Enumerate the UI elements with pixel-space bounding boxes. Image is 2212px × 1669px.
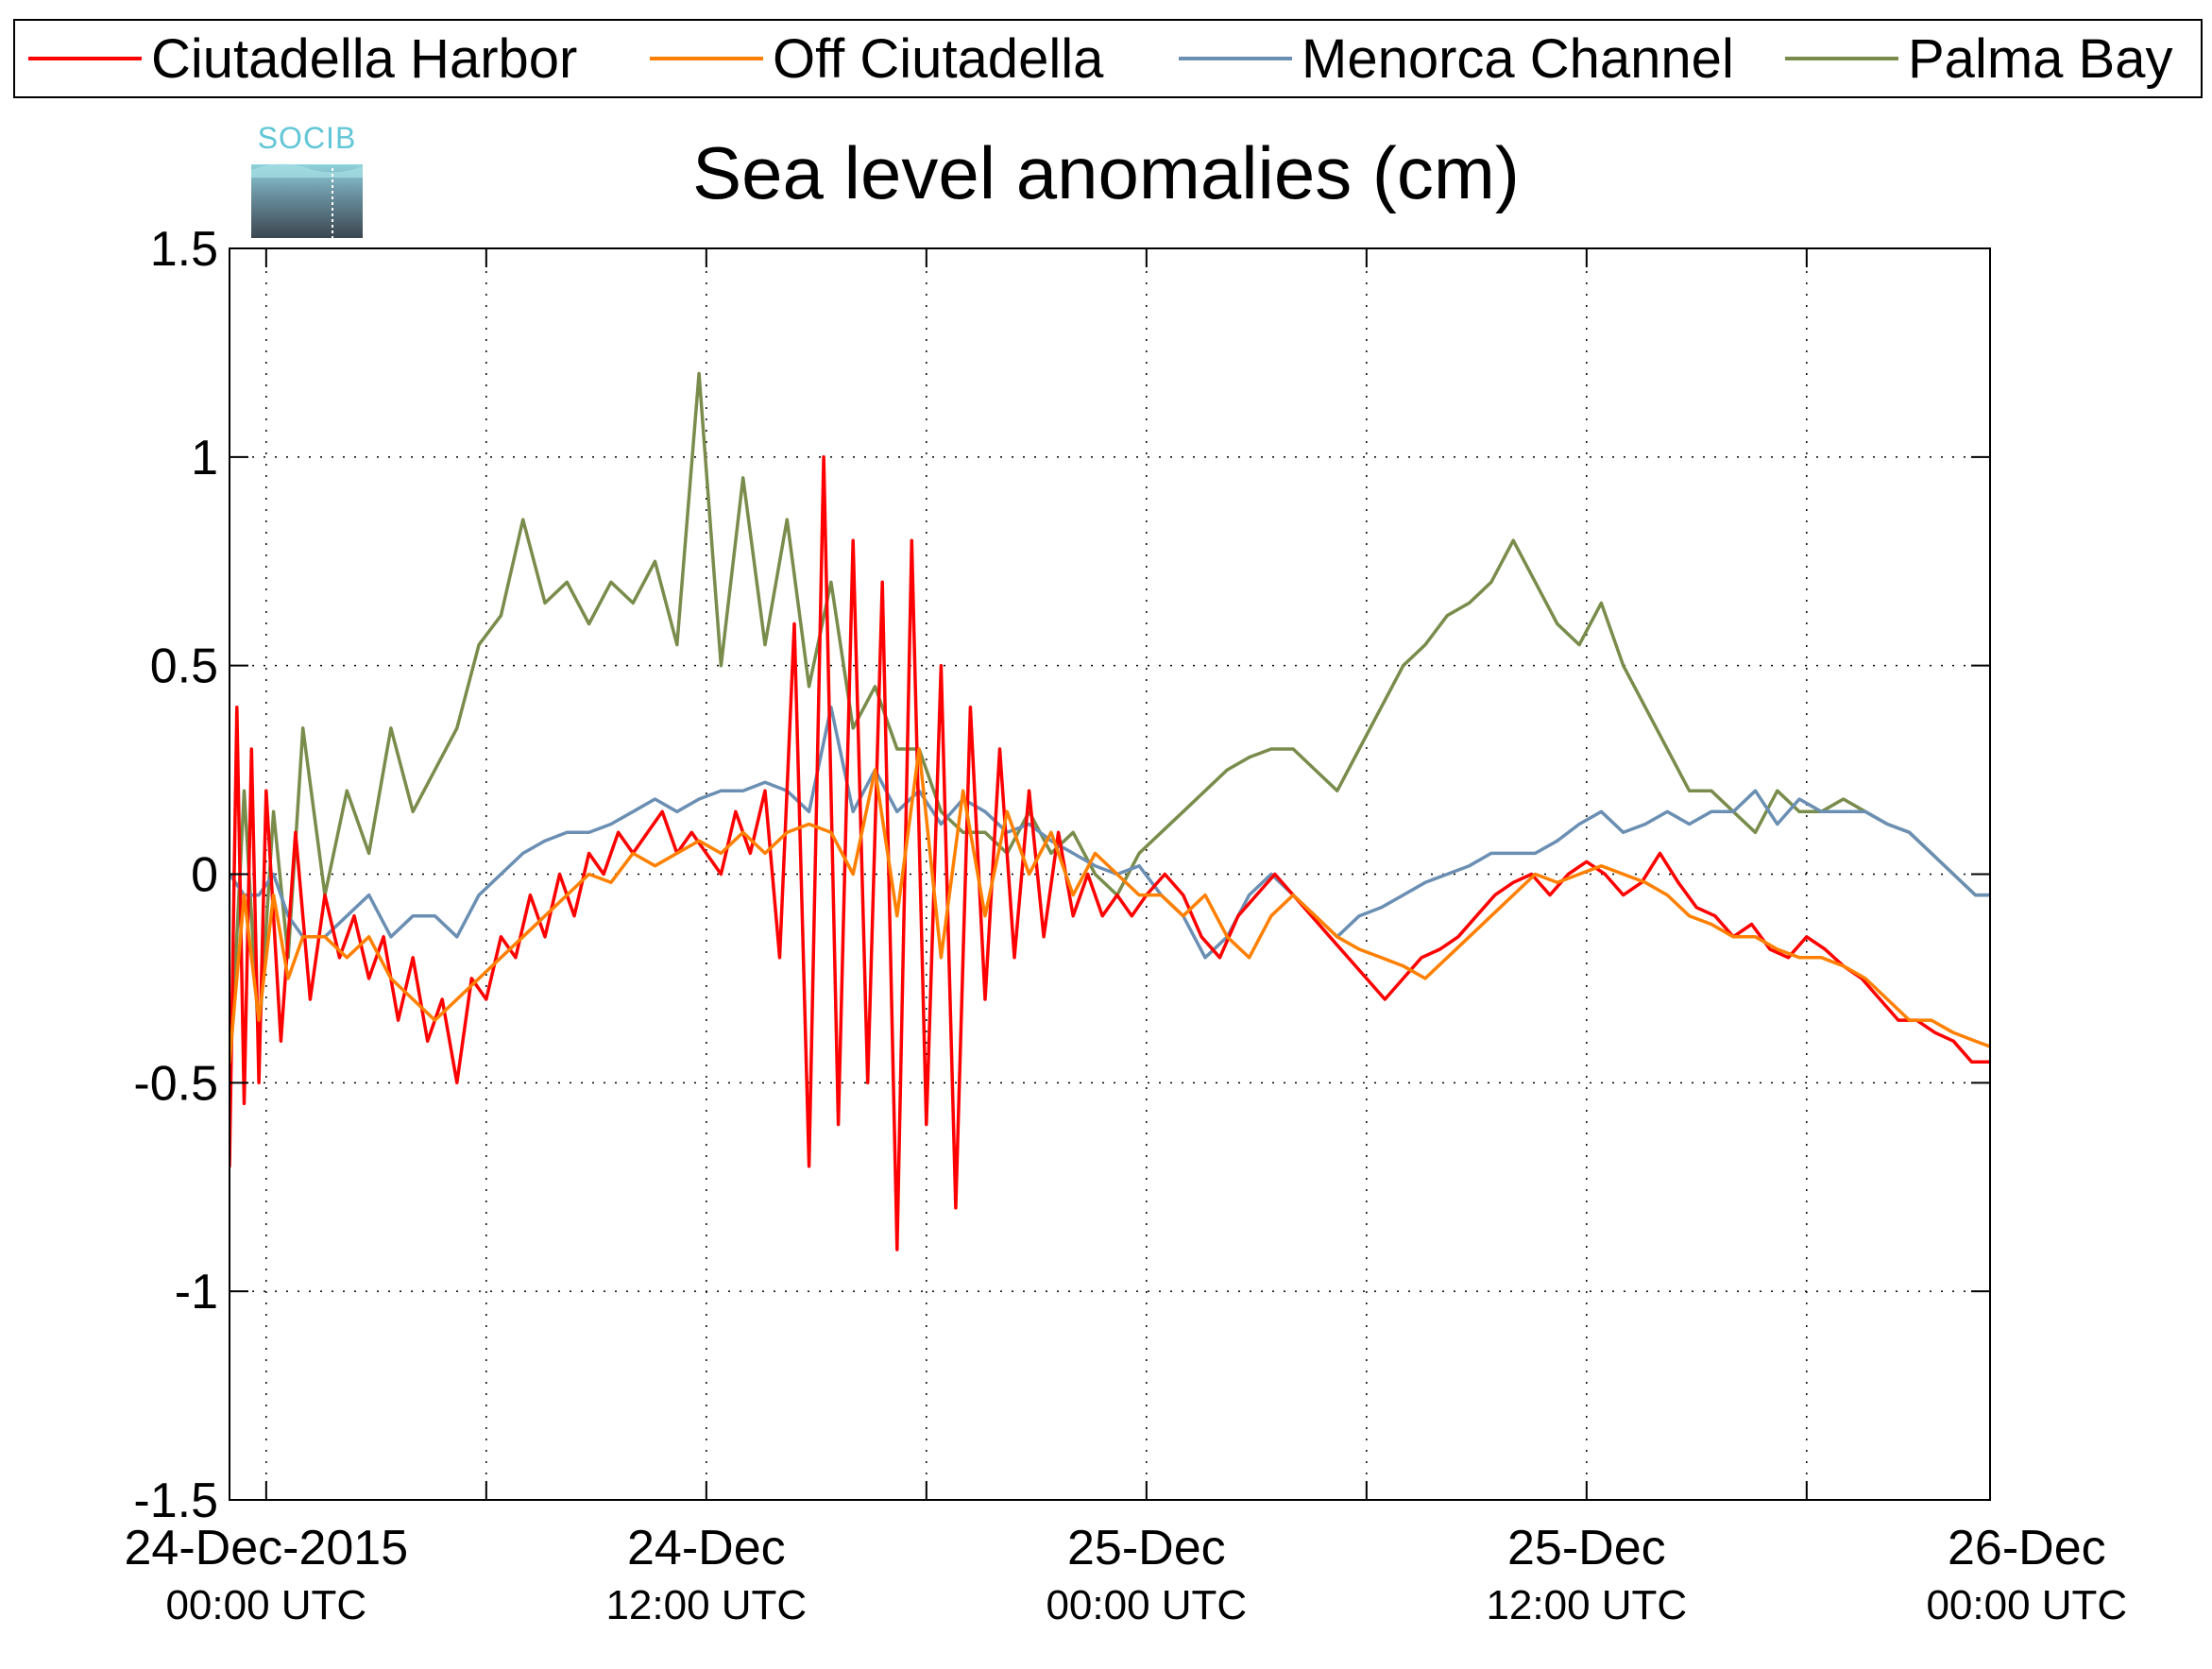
- ytick-label: -1: [175, 1265, 218, 1320]
- xtick-time-label: 00:00 UTC: [1046, 1582, 1247, 1628]
- legend-item-palma-bay: Palma Bay: [1785, 21, 2172, 96]
- legend-item-ciutadella-harbor: Ciutadella Harbor: [28, 21, 577, 96]
- xtick-time-label: 12:00 UTC: [605, 1582, 807, 1628]
- series-line-off-ciutadella: [230, 747, 1990, 1064]
- ticks: 1.5 1 0.5 0 -0.5 -1 -1.524-Dec-2015 00:00 UTC 24…: [125, 222, 2128, 1628]
- legend-label: Menorca Channel: [1302, 27, 1734, 90]
- legend-label: Off Ciutadella: [773, 27, 1104, 90]
- xtick-date-label: 24-Dec-2015: [125, 1521, 409, 1575]
- xtick-time-label: 00:00 UTC: [1926, 1582, 2127, 1628]
- legend-label: Ciutadella Harbor: [151, 27, 578, 90]
- logo-text: SOCIB: [257, 121, 357, 155]
- series-line-ciutadella-harbor: [230, 455, 1990, 1252]
- xtick-date-label: 24-Dec: [627, 1521, 786, 1575]
- xtick-date-label: 25-Dec: [1507, 1521, 1666, 1575]
- chart-title: Sea level anomalies (cm): [692, 131, 1520, 214]
- legend-swatch-off-ciutadella: [650, 57, 763, 60]
- xtick-time-label: 00:00 UTC: [165, 1582, 366, 1628]
- xtick-date-label: 25-Dec: [1067, 1521, 1226, 1575]
- xtick-date-label: 26-Dec: [1948, 1521, 2106, 1575]
- legend: Ciutadella Harbor Off Ciutadella Menorca…: [13, 19, 2203, 98]
- grid: [230, 248, 1990, 1500]
- legend-label: Palma Bay: [1908, 27, 2173, 90]
- legend-swatch-ciutadella-harbor: [28, 57, 142, 60]
- ytick-label: -1.5: [133, 1473, 218, 1528]
- ytick-label: 1: [191, 431, 218, 485]
- series-line-palma-bay: [230, 371, 1990, 1085]
- series-layer: [230, 371, 1990, 1252]
- legend-item-menorca-channel: Menorca Channel: [1179, 21, 1734, 96]
- ytick-label: 0: [191, 848, 218, 903]
- ytick-label: 1.5: [150, 222, 218, 277]
- legend-swatch-menorca-channel: [1179, 57, 1292, 60]
- legend-item-off-ciutadella: Off Ciutadella: [650, 21, 1103, 96]
- socib-logo: [251, 163, 363, 238]
- ytick-label: -0.5: [133, 1056, 218, 1111]
- xtick-time-label: 12:00 UTC: [1486, 1582, 1687, 1628]
- ytick-label: 0.5: [150, 639, 218, 694]
- legend-swatch-palma-bay: [1785, 57, 1898, 60]
- series-line-menorca-channel: [230, 706, 1990, 960]
